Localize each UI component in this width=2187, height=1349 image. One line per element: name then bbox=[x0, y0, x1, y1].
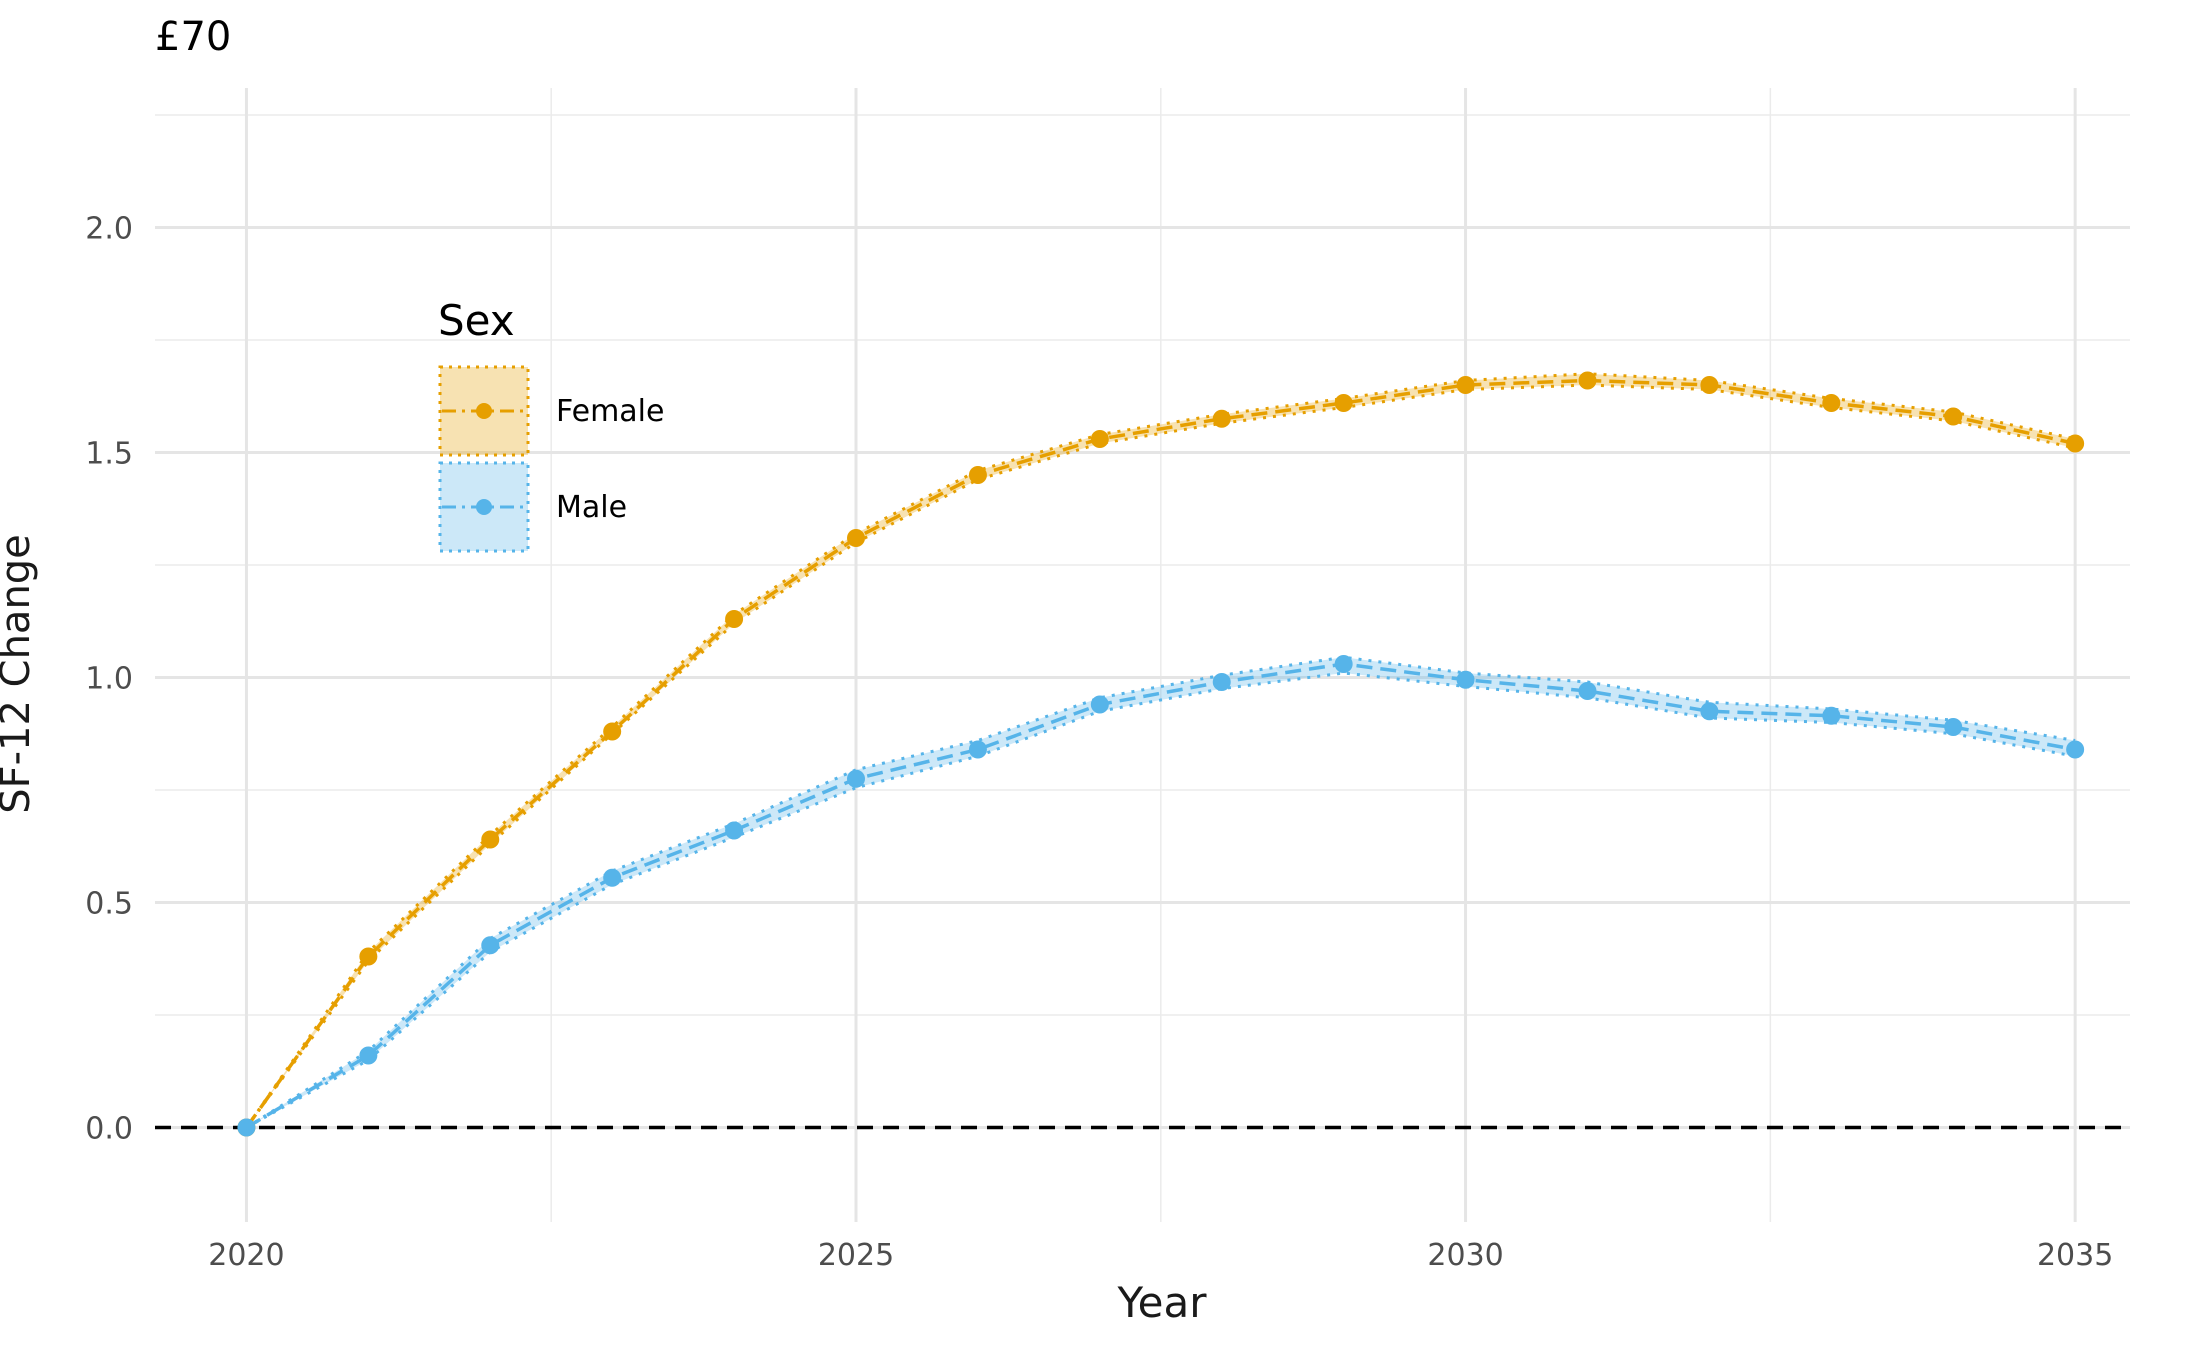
data-point-female bbox=[847, 529, 866, 547]
legend-title: Sex bbox=[438, 296, 515, 345]
data-point-female bbox=[1090, 430, 1109, 448]
y-tick-label: 1.0 bbox=[85, 662, 133, 697]
y-tick-label: 2.0 bbox=[85, 212, 133, 247]
data-point-male bbox=[1090, 695, 1109, 714]
y-tick-label: 0.5 bbox=[85, 887, 133, 922]
x-tick-label: 2030 bbox=[1427, 1238, 1503, 1273]
data-point-female bbox=[1700, 376, 1719, 394]
data-point-male bbox=[359, 1046, 378, 1065]
data-point-male bbox=[2066, 740, 2085, 759]
data-point-male bbox=[1944, 718, 1963, 736]
legend-item-male: Male bbox=[438, 459, 664, 555]
data-point-female bbox=[1822, 394, 1841, 412]
data-point-female bbox=[725, 610, 744, 628]
x-tick-label: 2020 bbox=[208, 1238, 284, 1273]
data-point-male bbox=[725, 821, 744, 840]
lower-bound-female bbox=[245, 383, 2076, 1129]
data-point-female bbox=[1944, 407, 1963, 426]
data-point-male bbox=[1212, 673, 1231, 691]
legend-key-male bbox=[438, 461, 530, 553]
data-point-female bbox=[1334, 394, 1353, 412]
legend-key-female bbox=[438, 365, 530, 457]
data-point-male bbox=[603, 868, 622, 887]
legend: Sex Female Male bbox=[438, 296, 664, 555]
data-point-male bbox=[481, 936, 500, 955]
data-point-female bbox=[1212, 409, 1231, 428]
data-point-male bbox=[1822, 706, 1841, 725]
series-line-female bbox=[245, 378, 2076, 1129]
legend-label-male: Male bbox=[556, 489, 628, 525]
data-point-male bbox=[1456, 670, 1475, 689]
y-tick-label: 0.0 bbox=[85, 1112, 133, 1147]
data-point-male bbox=[968, 740, 987, 759]
data-point-female bbox=[603, 722, 622, 741]
data-point-female bbox=[481, 830, 500, 849]
data-point-male bbox=[1578, 682, 1597, 700]
data-point-female bbox=[1456, 376, 1475, 394]
legend-label-female: Female bbox=[556, 393, 665, 429]
series-line-male bbox=[245, 662, 2076, 1130]
data-point-female bbox=[359, 947, 378, 966]
data-point-male bbox=[1334, 655, 1353, 673]
legend-item-female: Female bbox=[438, 363, 664, 459]
lower-bound-male bbox=[245, 671, 2076, 1129]
data-point-male bbox=[237, 1118, 256, 1137]
y-tick-label: 1.5 bbox=[85, 437, 133, 472]
data-point-male bbox=[1700, 702, 1719, 721]
data-point-female bbox=[1578, 371, 1597, 390]
data-point-male bbox=[847, 769, 866, 788]
x-axis-label: Year bbox=[1117, 1278, 1207, 1327]
chart-title: £70 bbox=[155, 14, 232, 60]
data-point-female bbox=[2066, 434, 2085, 453]
data-point-female bbox=[968, 466, 987, 484]
x-tick-label: 2025 bbox=[818, 1238, 894, 1273]
x-tick-label: 2035 bbox=[2037, 1238, 2113, 1273]
